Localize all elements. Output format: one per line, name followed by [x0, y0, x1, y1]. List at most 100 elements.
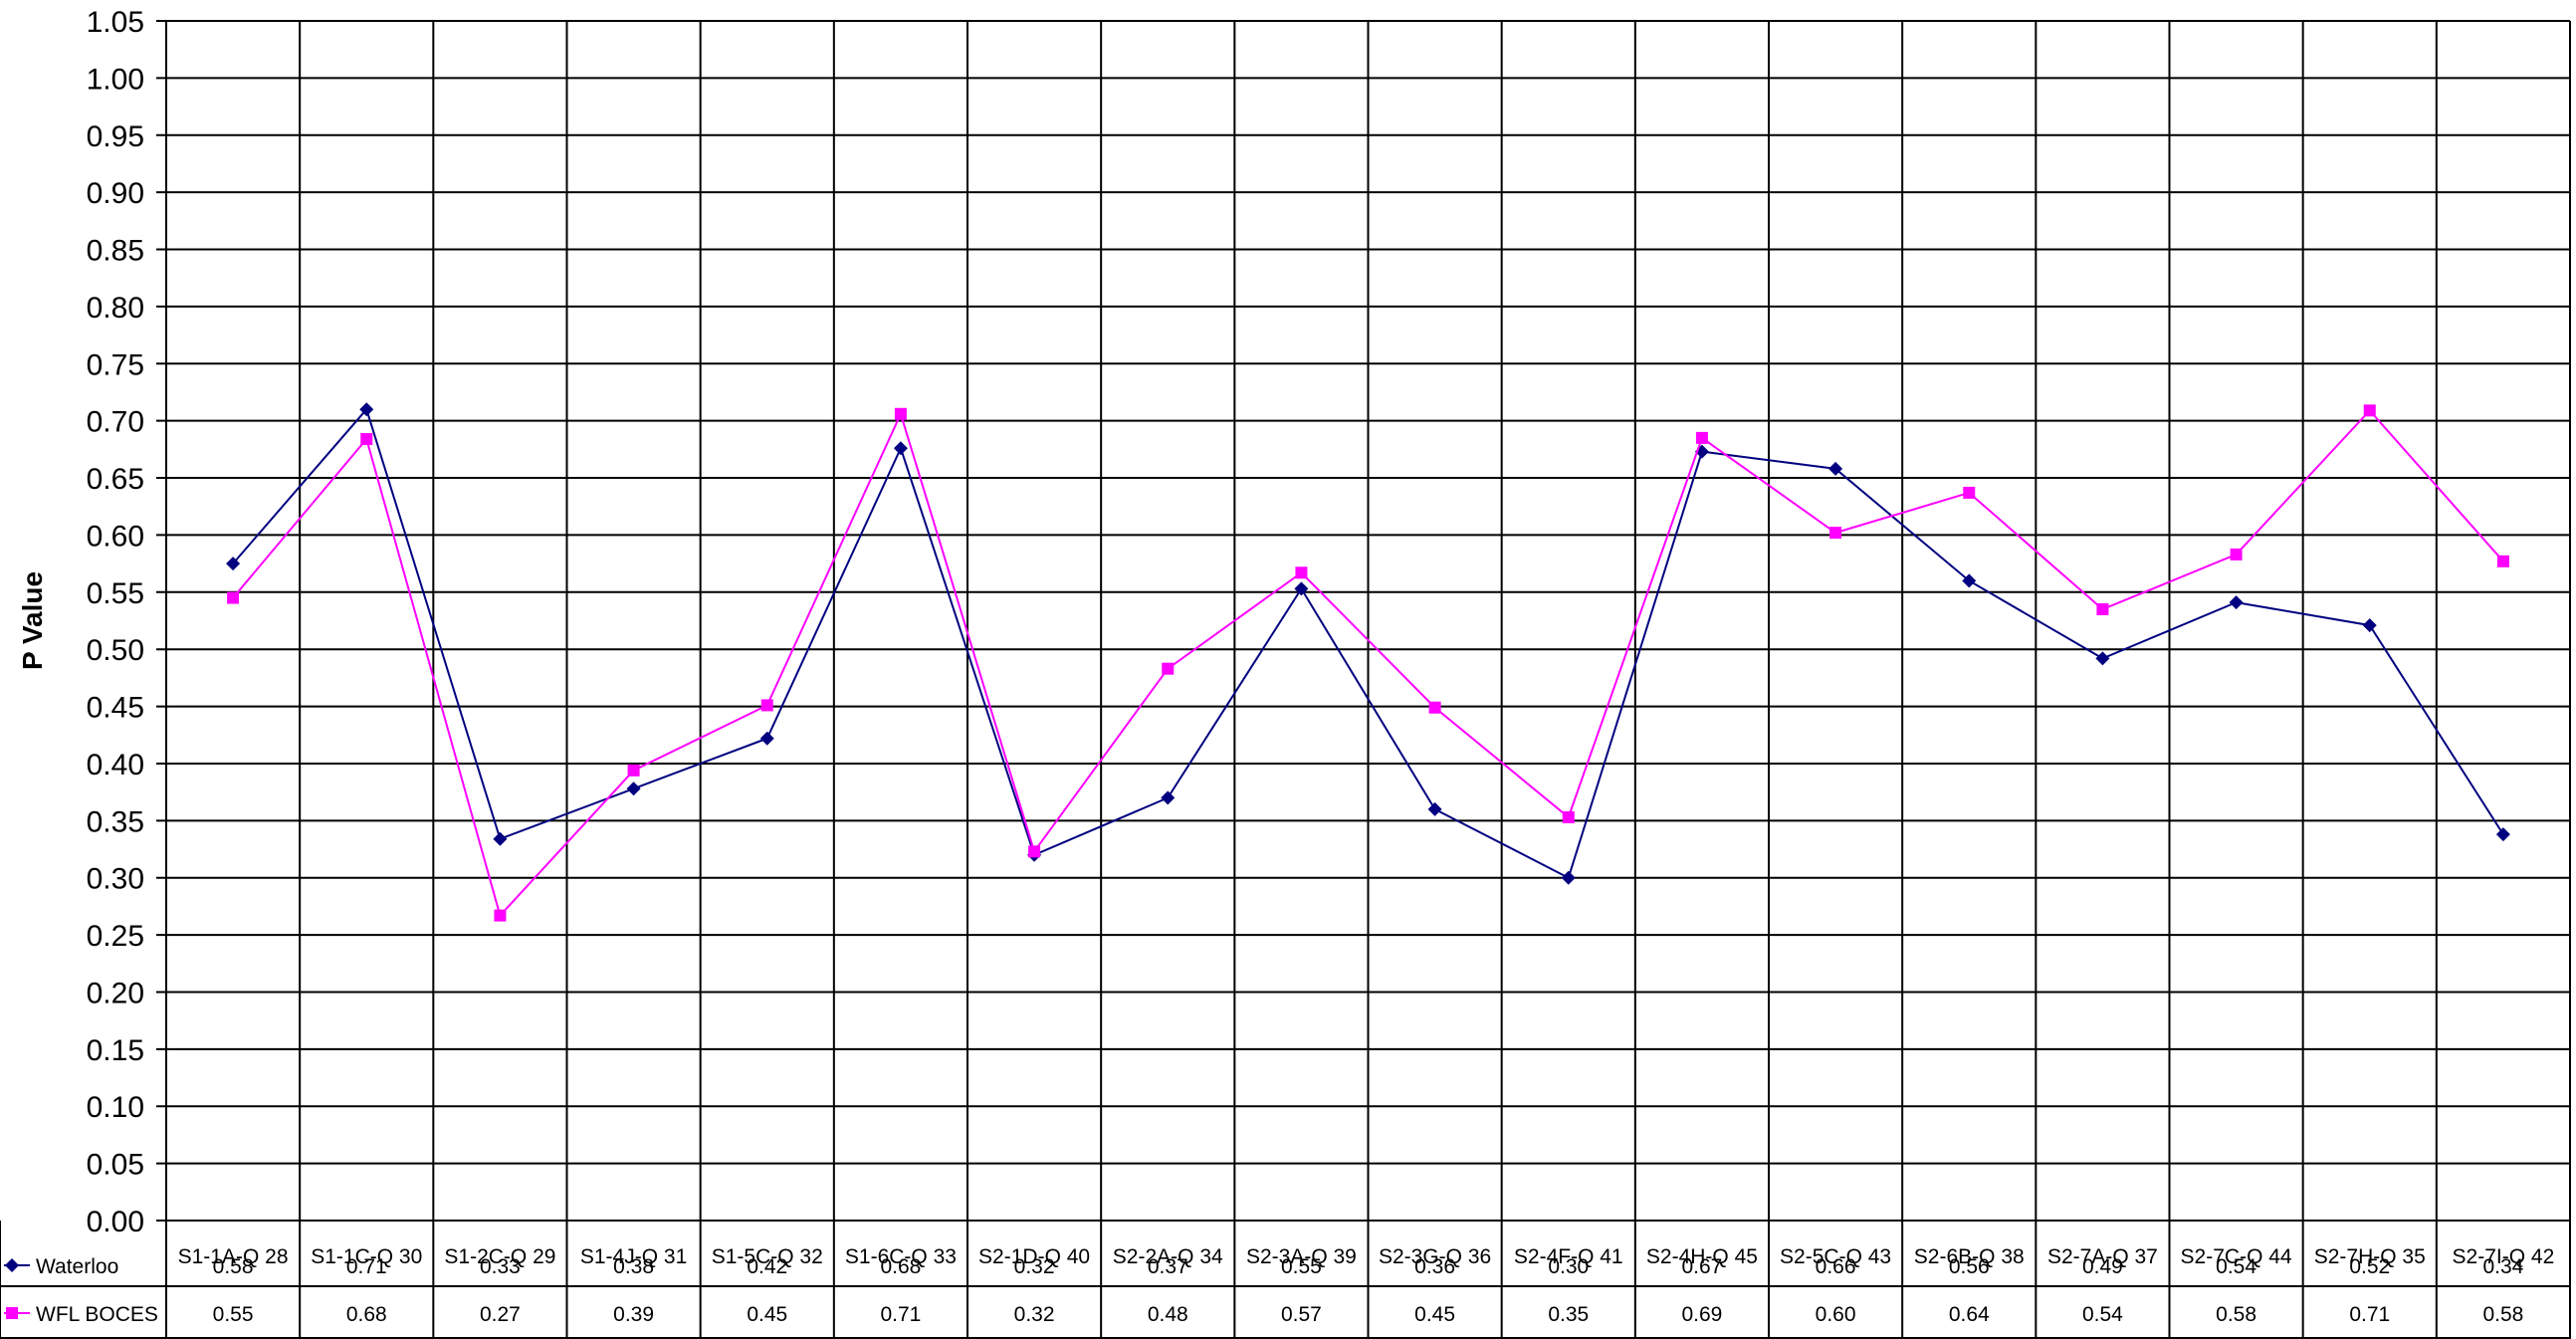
- data-label: 0.57: [1281, 1303, 1322, 1326]
- data-point: [759, 731, 774, 746]
- data-label: 0.67: [1681, 1255, 1722, 1278]
- y-tick-label: 0.55: [87, 577, 144, 610]
- data-label: 0.35: [1548, 1303, 1589, 1326]
- data-point: [1162, 662, 1175, 675]
- y-tick-label: 0.10: [87, 1091, 144, 1124]
- category-label: S1-4J-Q 31: [580, 1245, 687, 1268]
- data-label: 0.66: [1816, 1255, 1856, 1278]
- data-point: [360, 433, 373, 446]
- category-label: S1-1C-Q 30: [311, 1245, 422, 1268]
- data-point: [1028, 845, 1041, 858]
- y-tick-label: 0.50: [87, 634, 144, 667]
- category-label: S2-7C-Q 44: [2181, 1245, 2292, 1268]
- data-label: 0.48: [1148, 1303, 1188, 1326]
- y-tick-label: 0.30: [87, 863, 144, 896]
- y-tick-label: 1.05: [87, 6, 144, 39]
- data-label: 0.45: [747, 1303, 787, 1326]
- y-tick-label: 0.05: [87, 1149, 144, 1182]
- legend-entry: WFL BOCES: [36, 1303, 158, 1326]
- data-point: [1294, 581, 1309, 596]
- data-point: [2230, 548, 2243, 560]
- data-point: [1962, 573, 1977, 588]
- series-line: [232, 407, 2504, 880]
- y-tick-label: 0.35: [87, 805, 144, 838]
- y-tick-label: 0.00: [87, 1206, 144, 1238]
- data-label: 0.45: [1414, 1303, 1455, 1326]
- data-label: 0.49: [2082, 1255, 2123, 1278]
- data-label: 0.71: [2349, 1303, 2390, 1326]
- y-tick-label: 0.15: [87, 1034, 144, 1067]
- y-tick-label: 0.70: [87, 406, 144, 439]
- data-label: 0.69: [1681, 1303, 1722, 1326]
- data-label: 0.38: [613, 1255, 654, 1278]
- y-tick-label: 0.95: [87, 120, 144, 153]
- data-label: 0.32: [1014, 1255, 1055, 1278]
- grid-layer: [156, 20, 2571, 1339]
- series-layer: [226, 402, 2510, 922]
- data-point: [1427, 801, 1442, 816]
- data-label: 0.68: [346, 1303, 387, 1326]
- category-label: S2-4H-Q 45: [1646, 1245, 1758, 1268]
- category-label: S1-5C-Q 32: [712, 1245, 823, 1268]
- y-axis: 0.00 0.05 0.10 0.15 0.20 0.25 0.30 0.35 0.40 0.45…: [87, 6, 144, 1238]
- data-point: [1963, 486, 1976, 499]
- data-point: [1561, 870, 1576, 885]
- y-tick-label: 0.90: [87, 177, 144, 210]
- y-axis-label: P Value: [17, 571, 48, 670]
- y-tick-label: 0.20: [87, 977, 144, 1009]
- data-label: 0.68: [880, 1255, 921, 1278]
- data-label: 0.58: [2482, 1303, 2523, 1326]
- data-label: 0.30: [1548, 1255, 1589, 1278]
- legend-key-marker: [6, 1307, 18, 1319]
- data-point: [494, 909, 507, 922]
- series-line: [232, 408, 2504, 918]
- data-point: [2495, 827, 2510, 842]
- data-point: [227, 591, 240, 604]
- data-point: [1562, 810, 1575, 823]
- data-point: [226, 557, 241, 571]
- data-label: 0.58: [2216, 1303, 2256, 1326]
- y-tick-label: 0.25: [87, 920, 144, 953]
- data-label: 0.34: [2482, 1255, 2523, 1278]
- y-tick-label: 0.60: [87, 520, 144, 553]
- category-label: S2-7A-Q 37: [2047, 1245, 2158, 1268]
- data-point: [359, 402, 374, 417]
- data-point: [893, 441, 908, 456]
- data-point: [1428, 701, 1441, 714]
- y-tick-label: 0.65: [87, 463, 144, 496]
- data-point: [2363, 404, 2376, 417]
- y-tick-label: 0.40: [87, 749, 144, 781]
- data-label: 0.52: [2349, 1255, 2390, 1278]
- category-label: S2-3A-Q 39: [1246, 1245, 1357, 1268]
- data-label: 0.36: [1414, 1255, 1455, 1278]
- category-label: S2-1D-Q 40: [978, 1245, 1090, 1268]
- data-point: [894, 407, 907, 420]
- data-point: [2096, 603, 2109, 616]
- legend-entry: Waterloo: [36, 1255, 118, 1278]
- y-tick-label: 0.45: [87, 692, 144, 725]
- data-label: 0.37: [1148, 1255, 1188, 1278]
- data-point: [627, 764, 640, 777]
- data-label: 0.55: [1281, 1255, 1322, 1278]
- data-label: 0.60: [1816, 1303, 1856, 1326]
- data-label: 0.42: [747, 1255, 787, 1278]
- data-label: 0.71: [880, 1303, 921, 1326]
- category-label: S1-1A-Q 28: [178, 1245, 289, 1268]
- data-point: [1295, 566, 1308, 579]
- data-label: 0.56: [1949, 1255, 1990, 1278]
- data-point: [1161, 790, 1176, 805]
- data-label: 0.39: [613, 1303, 654, 1326]
- category-label: S2-7I-Q 42: [2453, 1245, 2555, 1268]
- category-label: S2-6B-Q 38: [1914, 1245, 2025, 1268]
- data-point: [2362, 618, 2377, 633]
- data-label: 0.54: [2216, 1255, 2256, 1278]
- category-label: S2-5C-Q 43: [1780, 1245, 1891, 1268]
- series-wfl-boces: [227, 404, 2509, 922]
- category-label: S2-4F-Q 41: [1514, 1245, 1623, 1268]
- y-tick-label: 0.75: [87, 348, 144, 381]
- category-label: S2-2A-Q 34: [1113, 1245, 1223, 1268]
- data-label: 0.27: [480, 1303, 521, 1326]
- data-point: [2496, 555, 2509, 567]
